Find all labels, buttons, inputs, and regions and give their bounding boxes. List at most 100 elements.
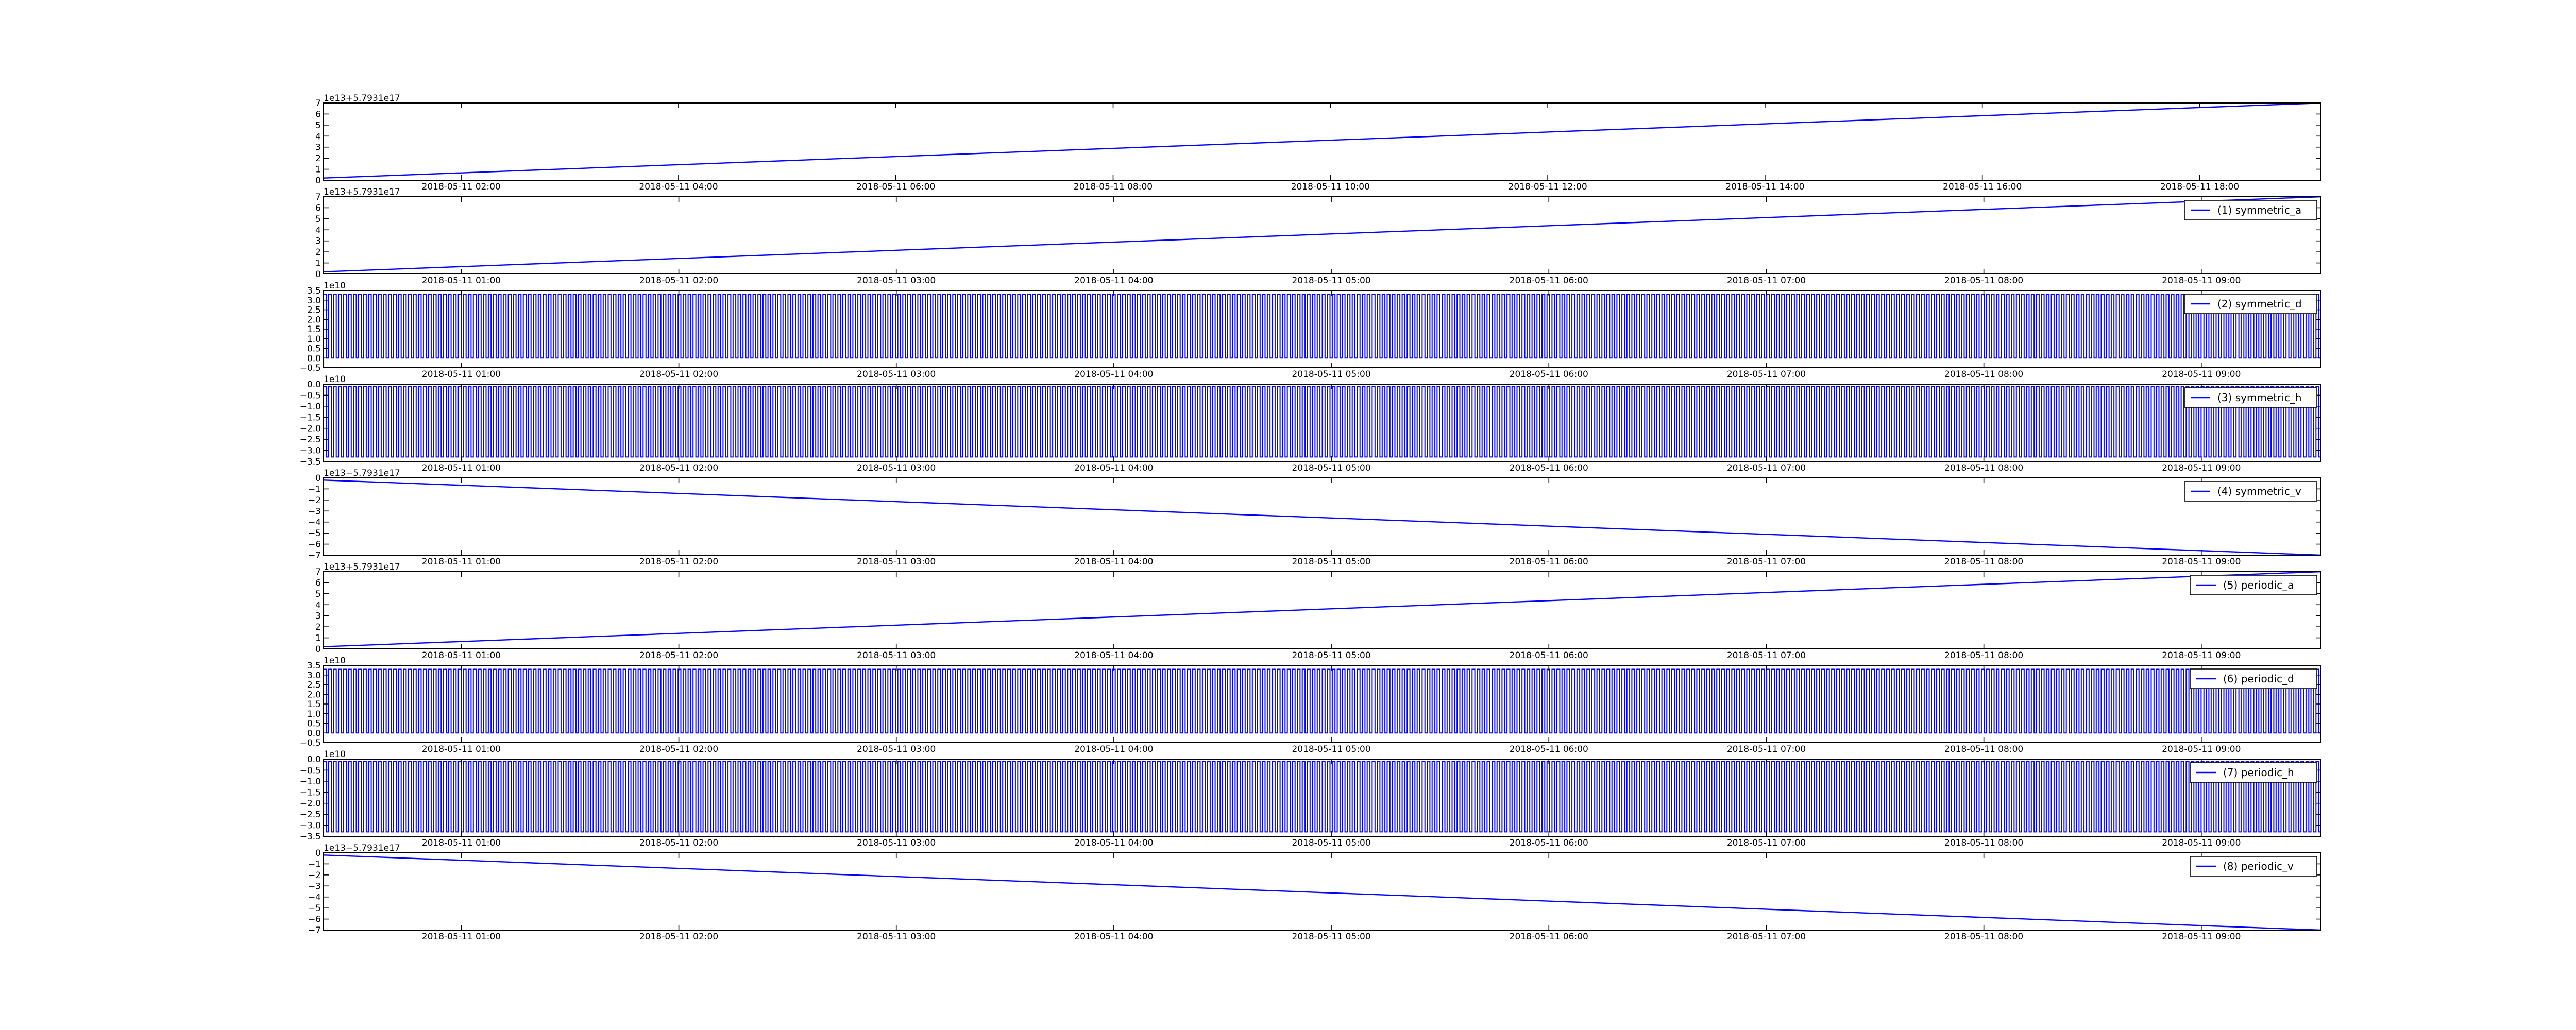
x-tick-label: 2018-05-11 01:00 — [422, 932, 501, 942]
y-tick-label: 4 — [315, 600, 321, 610]
y-tick-label: −2.5 — [300, 435, 321, 445]
x-tick-label: 2018-05-11 06:00 — [1510, 838, 1588, 848]
y-tick-label: 0.0 — [307, 380, 321, 390]
y-tick-label: 5 — [315, 589, 321, 599]
x-tick-label: 2018-05-11 04:00 — [1074, 276, 1153, 286]
x-tick-label: 2018-05-11 07:00 — [1727, 369, 1806, 380]
x-tick-label: 2018-05-11 09:00 — [2162, 650, 2241, 661]
y-tick-label: 2.5 — [307, 680, 321, 691]
series-line — [324, 197, 2321, 272]
y-tick-label: −0.5 — [300, 363, 321, 373]
x-tick-label: 2018-05-11 06:00 — [1510, 744, 1588, 754]
y-tick-label: −2 — [308, 870, 321, 881]
y-tick-label: 7 — [315, 98, 321, 109]
x-tick-label: 2018-05-11 06:00 — [1510, 463, 1588, 473]
legend-label: (2) symmetric_d — [2217, 298, 2302, 310]
x-tick-label: 2018-05-11 08:00 — [1074, 182, 1153, 192]
x-tick-label: 2018-05-11 06:00 — [856, 182, 935, 192]
x-tick-label: 2018-05-11 04:00 — [1074, 744, 1153, 754]
axis-offset-label: 1e13−5.7931e17 — [324, 843, 400, 853]
x-tick-label: 2018-05-11 07:00 — [1727, 463, 1806, 473]
x-tick-label: 2018-05-11 02:00 — [639, 463, 718, 473]
y-tick-label: 3 — [315, 143, 321, 153]
x-tick-label: 2018-05-11 05:00 — [1292, 557, 1370, 567]
y-tick-label: −1 — [308, 484, 321, 494]
x-tick-label: 2018-05-11 02:00 — [639, 369, 718, 380]
x-tick-label: 2018-05-11 08:00 — [1944, 650, 2023, 661]
y-tick-label: −3.5 — [300, 457, 321, 467]
x-tick-label: 2018-05-11 02:00 — [422, 182, 501, 192]
x-tick-label: 2018-05-11 02:00 — [639, 557, 718, 567]
y-tick-label: −7 — [308, 925, 321, 936]
y-tick-label: 0.0 — [307, 728, 321, 739]
y-tick-label: 7 — [315, 567, 321, 577]
series-pulse-line — [324, 294, 2321, 359]
subplot-8: −7−6−5−4−3−2−10 2018-05-11 01:00 2018-05-1… — [308, 843, 2321, 942]
y-tick-label: −2 — [308, 495, 321, 506]
x-tick-label: 2018-05-11 08:00 — [1944, 369, 2023, 380]
axis-offset-label: 1e10 — [324, 281, 346, 291]
x-tick-label: 2018-05-11 04:00 — [1074, 932, 1153, 942]
axes-frame — [323, 384, 2321, 462]
series-pulse-line — [324, 761, 2321, 833]
y-tick-label: −5 — [308, 903, 321, 914]
y-tick-label: −6 — [308, 915, 321, 925]
x-tick-label: 2018-05-11 05:00 — [1292, 932, 1370, 942]
y-tick-label: 1.5 — [307, 699, 321, 710]
y-tick-label: −3.0 — [300, 446, 321, 456]
y-tick-label: 0.5 — [307, 719, 321, 729]
y-tick-label: −3.5 — [300, 832, 321, 842]
x-tick-label: 2018-05-11 03:00 — [857, 557, 936, 567]
x-tick-label: 2018-05-11 09:00 — [2162, 369, 2241, 380]
legend: (6) periodic_d — [2190, 668, 2317, 689]
x-tick-label: 2018-05-11 04:00 — [1074, 369, 1153, 380]
legend: (2) symmetric_d — [2184, 294, 2317, 314]
legend: (1) symmetric_a — [2184, 200, 2317, 220]
y-tick-label: 1 — [315, 633, 321, 644]
x-tick-label: 2018-05-11 09:00 — [2162, 838, 2241, 848]
legend-label: (4) symmetric_v — [2217, 485, 2301, 497]
x-tick-label: 2018-05-11 14:00 — [1725, 182, 1804, 192]
series-pulse-line — [324, 386, 2321, 458]
y-tick-label: −6 — [308, 540, 321, 550]
subplot-2: −0.50.00.51.01.52.02.53.03.5 2018-05-11 0… — [300, 281, 2321, 380]
legend-label: (5) periodic_a — [2223, 579, 2294, 591]
x-tick-label: 2018-05-11 07:00 — [1727, 838, 1806, 848]
y-tick-label: 2 — [315, 622, 321, 632]
y-tick-label: 7 — [315, 192, 321, 202]
y-tick-label: 4 — [315, 225, 321, 235]
x-tick-label: 2018-05-11 07:00 — [1727, 276, 1806, 286]
y-tick-label: 5 — [315, 214, 321, 225]
x-tick-label: 2018-05-11 05:00 — [1292, 463, 1370, 473]
legend: (7) periodic_h — [2190, 762, 2317, 783]
y-tick-label: 0 — [315, 848, 321, 859]
x-tick-label: 2018-05-11 05:00 — [1292, 650, 1370, 661]
y-tick-label: 6 — [315, 578, 321, 588]
axes-frame — [323, 477, 2321, 556]
axis-offset-label: 1e13+5.7931e17 — [324, 562, 400, 572]
x-tick-label: 2018-05-11 09:00 — [2162, 932, 2241, 942]
subplot-4: −7−6−5−4−3−2−10 2018-05-11 01:00 2018-05-1… — [308, 468, 2321, 567]
axis-offset-label: 1e10 — [324, 749, 346, 760]
x-tick-label: 2018-05-11 16:00 — [1943, 182, 2022, 192]
legend: (8) periodic_v — [2190, 856, 2317, 877]
y-tick-label: 3.0 — [307, 296, 321, 306]
x-tick-label: 2018-05-11 07:00 — [1727, 650, 1806, 661]
y-tick-label: 2.0 — [307, 690, 321, 700]
axes-frame — [323, 196, 2321, 274]
y-tick-label: 0 — [315, 176, 321, 186]
y-tick-label: 6 — [315, 109, 321, 119]
series-line — [324, 479, 2321, 555]
y-tick-label: −1 — [308, 859, 321, 869]
axis-offset-label: 1e10 — [324, 656, 346, 666]
x-tick-label: 2018-05-11 04:00 — [1074, 557, 1153, 567]
x-tick-label: 2018-05-11 02:00 — [639, 838, 718, 848]
y-tick-label: −4 — [308, 518, 321, 528]
x-tick-label: 2018-05-11 09:00 — [2162, 557, 2241, 567]
x-tick-label: 2018-05-11 03:00 — [857, 838, 936, 848]
y-tick-label: −1.5 — [300, 787, 321, 798]
legend-label: (6) periodic_d — [2223, 673, 2294, 685]
y-tick-label: 0 — [315, 473, 321, 484]
x-tick-label: 2018-05-11 03:00 — [857, 276, 936, 286]
